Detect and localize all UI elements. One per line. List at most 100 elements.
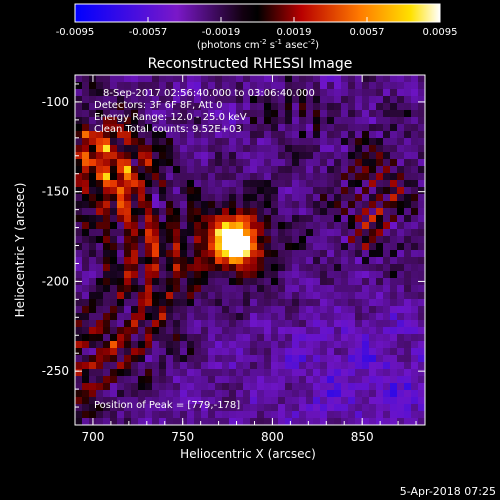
heatmap-cell (306, 383, 314, 391)
heatmap-cell (82, 320, 90, 328)
heatmap-cell (292, 376, 300, 384)
heatmap-cell (82, 278, 90, 286)
heatmap-cell (96, 418, 104, 425)
heatmap-cell (341, 166, 349, 174)
heatmap-cell (215, 278, 223, 286)
heatmap-cell (327, 362, 335, 370)
heatmap-cell (369, 173, 377, 181)
heatmap-cell (369, 404, 377, 412)
heatmap-cell (187, 362, 195, 370)
heatmap-cell (320, 362, 328, 370)
heatmap-cell (313, 397, 321, 405)
heatmap-cell (355, 334, 363, 342)
heatmap-cell (89, 250, 97, 258)
heatmap-cell (257, 278, 265, 286)
heatmap-cell (285, 117, 293, 125)
heatmap-cell (264, 229, 272, 237)
heatmap-cell (96, 320, 104, 328)
heatmap-cell (152, 278, 160, 286)
heatmap-cell (194, 383, 202, 391)
heatmap-cell (397, 383, 405, 391)
heatmap-cell (215, 194, 223, 202)
heatmap-cell (75, 145, 83, 153)
heatmap-cell (418, 327, 425, 335)
heatmap-cell (397, 411, 405, 419)
heatmap-cell (166, 215, 174, 223)
heatmap-cell (285, 264, 293, 272)
heatmap-cell (397, 96, 405, 104)
heatmap-cell (285, 82, 293, 90)
heatmap-cell (264, 173, 272, 181)
heatmap-cell (341, 236, 349, 244)
heatmap-cell (411, 376, 419, 384)
heatmap-cell (390, 159, 398, 167)
heatmap-cell (131, 348, 139, 356)
heatmap-cell (397, 110, 405, 118)
heatmap-cell (362, 418, 370, 425)
heatmap-cell (229, 208, 237, 216)
heatmap-cell (236, 404, 244, 412)
heatmap-cell (201, 124, 209, 132)
heatmap-cell (103, 362, 111, 370)
heatmap-cell (187, 418, 195, 425)
heatmap-cell (180, 383, 188, 391)
heatmap-cell (243, 180, 251, 188)
heatmap-cell (271, 404, 279, 412)
heatmap-cell (131, 292, 139, 300)
heatmap-cell (320, 355, 328, 363)
heatmap-cell (89, 292, 97, 300)
heatmap-cell (376, 187, 384, 195)
heatmap-cell (236, 145, 244, 153)
heatmap-cell (96, 341, 104, 349)
heatmap-cell (173, 257, 181, 265)
heatmap-cell (194, 390, 202, 398)
heatmap-cell (236, 327, 244, 335)
heatmap-cell (348, 383, 356, 391)
heatmap-cell (187, 376, 195, 384)
heatmap-cell (320, 341, 328, 349)
heatmap-cell (89, 369, 97, 377)
heatmap-cell (222, 215, 230, 223)
heatmap-cell (306, 152, 314, 160)
heatmap-cell (327, 292, 335, 300)
heatmap-cell (250, 82, 258, 90)
heatmap-cell (390, 166, 398, 174)
heatmap-cell (404, 376, 412, 384)
heatmap-cell (82, 75, 90, 83)
heatmap-cell (166, 369, 174, 377)
heatmap-cell (341, 201, 349, 209)
heatmap-cell (278, 194, 286, 202)
heatmap-cell (166, 348, 174, 356)
heatmap-cell (215, 124, 223, 132)
heatmap-cell (222, 397, 230, 405)
heatmap-cell (334, 411, 342, 419)
heatmap-cell (285, 306, 293, 314)
heatmap-cell (348, 313, 356, 321)
heatmap-cell (334, 96, 342, 104)
heatmap-cell (82, 250, 90, 258)
heatmap-cell (236, 222, 244, 230)
heatmap-cell (89, 383, 97, 391)
heatmap-cell (110, 418, 118, 425)
heatmap-cell (229, 257, 237, 265)
heatmap-cell (390, 334, 398, 342)
heatmap-cell (285, 278, 293, 286)
heatmap-cell (278, 341, 286, 349)
heatmap-cell (418, 264, 425, 272)
heatmap-cell (334, 138, 342, 146)
heatmap-cell (166, 103, 174, 111)
heatmap-cell (390, 257, 398, 265)
heatmap-cell (257, 320, 265, 328)
heatmap-cell (362, 124, 370, 132)
heatmap-cell (355, 187, 363, 195)
heatmap-cell (201, 369, 209, 377)
heatmap-cell (117, 306, 125, 314)
heatmap-cell (404, 341, 412, 349)
heatmap-cell (250, 320, 258, 328)
heatmap-cell (397, 264, 405, 272)
heatmap-cell (243, 222, 251, 230)
heatmap-cell (215, 411, 223, 419)
heatmap-cell (180, 103, 188, 111)
heatmap-cell (103, 138, 111, 146)
heatmap-cell (124, 187, 132, 195)
